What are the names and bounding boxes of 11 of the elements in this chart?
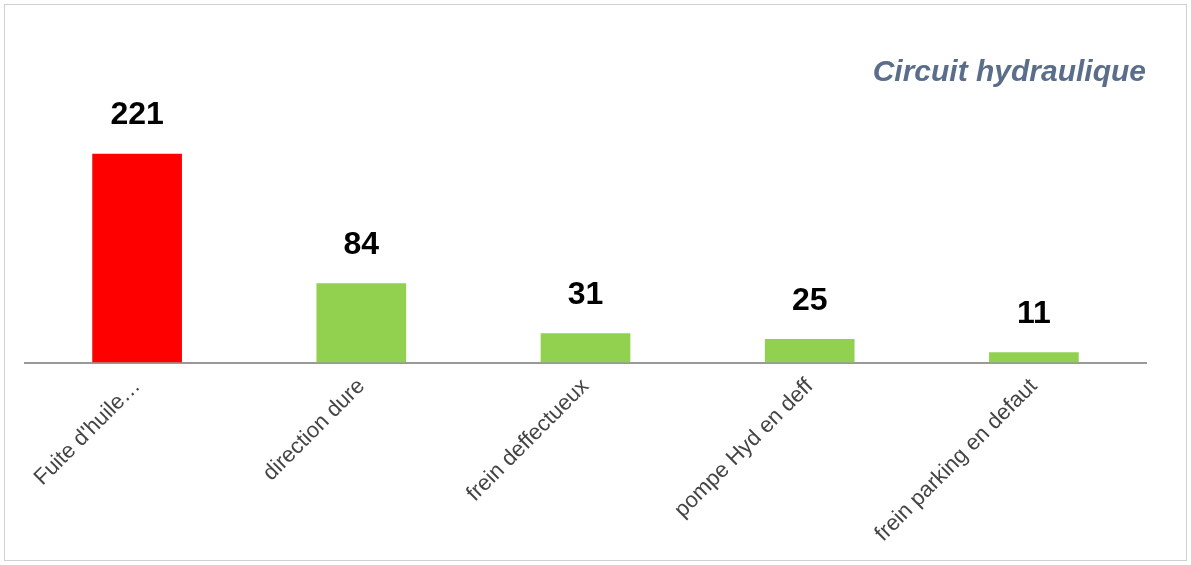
chart-title: Circuit hydraulique xyxy=(872,54,1146,88)
data-label: 84 xyxy=(343,224,380,261)
bar xyxy=(92,153,182,363)
data-label: 11 xyxy=(1016,293,1051,330)
data-label: 31 xyxy=(567,275,604,312)
data-label: 25 xyxy=(791,280,828,317)
data-label: 221 xyxy=(110,95,164,132)
bar xyxy=(316,283,407,363)
bar xyxy=(764,338,855,363)
bar xyxy=(540,333,631,363)
bar xyxy=(989,352,1079,363)
